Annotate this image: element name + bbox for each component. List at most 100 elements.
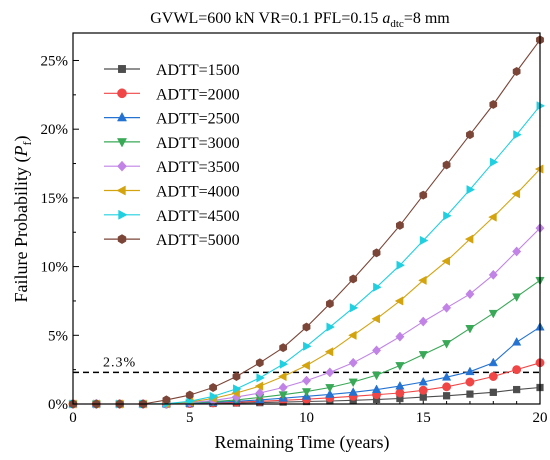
data-point bbox=[419, 190, 428, 200]
data-point bbox=[324, 347, 334, 357]
data-point bbox=[442, 160, 451, 170]
data-point bbox=[372, 345, 382, 356]
y-axis-label: Failure Probability (Pf) bbox=[11, 136, 34, 303]
data-point bbox=[418, 351, 428, 360]
legend-marker bbox=[116, 138, 128, 148]
data-point bbox=[302, 322, 311, 332]
data-point bbox=[512, 246, 522, 257]
data-point bbox=[419, 235, 429, 246]
data-point bbox=[348, 357, 358, 368]
data-point bbox=[489, 99, 498, 109]
data-point bbox=[348, 330, 357, 340]
data-point bbox=[489, 157, 499, 167]
data-point bbox=[465, 289, 475, 300]
data-point bbox=[395, 331, 405, 342]
data-point bbox=[348, 378, 358, 388]
threshold-label: 2.3% bbox=[103, 355, 136, 370]
data-point bbox=[488, 269, 498, 280]
data-point bbox=[512, 66, 521, 76]
y-tick-label: 15% bbox=[41, 191, 69, 207]
data-point bbox=[349, 303, 359, 313]
data-point bbox=[162, 395, 171, 405]
data-point bbox=[301, 360, 310, 371]
x-tick-label: 10 bbox=[299, 410, 314, 426]
y-tick-label: 10% bbox=[41, 260, 69, 276]
data-point bbox=[488, 357, 498, 367]
data-point bbox=[394, 296, 404, 306]
data-point bbox=[441, 372, 452, 381]
series-line bbox=[73, 105, 541, 405]
y-axis-label-p: P bbox=[11, 146, 31, 158]
data-point bbox=[209, 383, 217, 392]
data-point bbox=[512, 337, 522, 346]
data-point bbox=[418, 316, 428, 327]
data-point bbox=[372, 248, 381, 258]
legend-label: ADTT=4000 bbox=[156, 184, 240, 201]
data-point bbox=[325, 384, 335, 393]
y-axis-label-sub: f bbox=[20, 142, 34, 146]
y-axis-label-suffix: ) bbox=[11, 136, 32, 142]
data-point bbox=[536, 101, 546, 111]
data-point bbox=[465, 366, 475, 376]
data-point bbox=[325, 389, 335, 398]
y-tick-label: 20% bbox=[41, 122, 69, 138]
legend-marker bbox=[118, 209, 128, 220]
data-point bbox=[464, 234, 474, 244]
data-point bbox=[488, 309, 498, 319]
series-adtt-3000 bbox=[68, 276, 545, 410]
chart-title-tail: =8 mm bbox=[404, 10, 450, 27]
legend-marker bbox=[117, 234, 127, 244]
data-point bbox=[512, 293, 522, 302]
threshold-line-group: 2.3% bbox=[73, 355, 540, 374]
data-point bbox=[209, 391, 219, 402]
x-tick-label: 20 bbox=[533, 410, 548, 426]
data-point bbox=[255, 358, 264, 368]
x-axis-label: Remaining Time (years) bbox=[215, 432, 390, 453]
legend-label: ADTT=3000 bbox=[156, 135, 240, 152]
data-point bbox=[396, 260, 406, 270]
data-point bbox=[465, 325, 475, 334]
data-point bbox=[371, 384, 382, 393]
data-point bbox=[488, 212, 497, 222]
data-point bbox=[185, 390, 194, 400]
data-point bbox=[466, 390, 474, 398]
data-point bbox=[443, 211, 452, 221]
x-tick-label: 5 bbox=[186, 410, 194, 426]
y-tick-label: 25% bbox=[41, 53, 69, 69]
data-point bbox=[303, 341, 312, 351]
data-point bbox=[256, 373, 265, 383]
data-point bbox=[348, 387, 358, 396]
legend-marker bbox=[116, 112, 128, 122]
chart-title-a: a bbox=[382, 10, 390, 27]
data-point bbox=[278, 382, 288, 393]
data-point bbox=[326, 322, 335, 332]
data-point bbox=[373, 282, 382, 292]
series-group bbox=[67, 35, 546, 410]
data-point bbox=[513, 130, 522, 140]
data-point bbox=[441, 256, 450, 266]
legend-marker bbox=[117, 160, 127, 172]
chart-title-a-sub: dtc bbox=[390, 18, 404, 30]
series-line bbox=[73, 39, 541, 405]
chart-title: GVWL=600 kN VR=0.1 PFL=0.15 adtc=8 mm bbox=[150, 10, 450, 30]
data-point bbox=[512, 365, 522, 375]
legend-marker bbox=[116, 185, 126, 196]
data-point bbox=[442, 382, 452, 392]
data-point bbox=[489, 388, 497, 396]
data-point bbox=[186, 396, 195, 406]
legend-marker bbox=[118, 65, 126, 73]
data-point bbox=[418, 275, 427, 285]
y-tick-label: 5% bbox=[48, 328, 68, 344]
data-point bbox=[396, 220, 404, 230]
data-point bbox=[441, 340, 452, 349]
y-tick-label: 0% bbox=[48, 397, 68, 413]
data-point bbox=[232, 372, 241, 382]
data-point bbox=[255, 388, 265, 398]
data-point bbox=[395, 388, 405, 398]
legend-label: ADTT=2500 bbox=[156, 111, 240, 128]
data-point bbox=[442, 302, 452, 313]
data-point bbox=[279, 359, 289, 369]
data-point bbox=[325, 299, 334, 309]
data-point bbox=[301, 375, 312, 386]
